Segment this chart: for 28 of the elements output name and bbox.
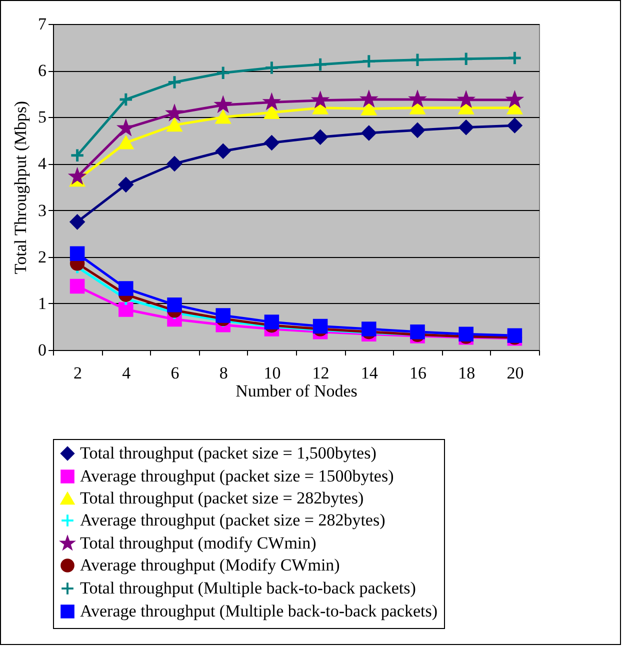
legend-label: Average throughput (Modify CWmin) — [80, 556, 340, 574]
legend-label: Average throughput (Multiple back-to-back packets) — [80, 602, 438, 620]
legend-label: Total throughput (Multiple back-to-back packets) — [80, 578, 416, 598]
y-tick-label: 7 — [38, 14, 47, 34]
x-tick-label: 4 — [122, 364, 132, 382]
x-axis-title: Number of Nodes — [236, 382, 358, 400]
x-tick-label: 12 — [312, 364, 330, 382]
y-tick-label: 0 — [38, 340, 46, 360]
y-tick-label: 1 — [38, 294, 46, 313]
x-tick-label: 20 — [506, 364, 524, 382]
x-tick-label: 6 — [170, 364, 180, 382]
y-axis-title: Total Throughput (Mbps) — [11, 100, 30, 274]
x-tick-label: 14 — [360, 364, 378, 382]
legend-label: Total throughput (packet size = 282bytes) — [80, 488, 364, 508]
x-tick-label: 18 — [458, 364, 476, 382]
y-tick-label: 2 — [38, 247, 46, 266]
y-tick-label: 3 — [38, 200, 46, 220]
legend-label: Average throughput (packet size = 1500bytes) — [80, 466, 394, 486]
x-tick-label: 8 — [219, 364, 228, 382]
x-tick-label: 2 — [74, 364, 82, 382]
legend-label: Total throughput (modify CWmin) — [80, 534, 316, 552]
legend-label: Total throughput (packet size = 1,500bytes) — [80, 444, 376, 462]
y-tick-label: 4 — [38, 154, 47, 174]
y-tick-label: 5 — [38, 108, 46, 127]
x-tick-label: 10 — [264, 364, 281, 382]
y-tick-label: 6 — [38, 61, 46, 80]
x-tick-label: 16 — [410, 364, 426, 382]
legend-label: Average throughput (packet size = 282bytes) — [80, 510, 386, 530]
